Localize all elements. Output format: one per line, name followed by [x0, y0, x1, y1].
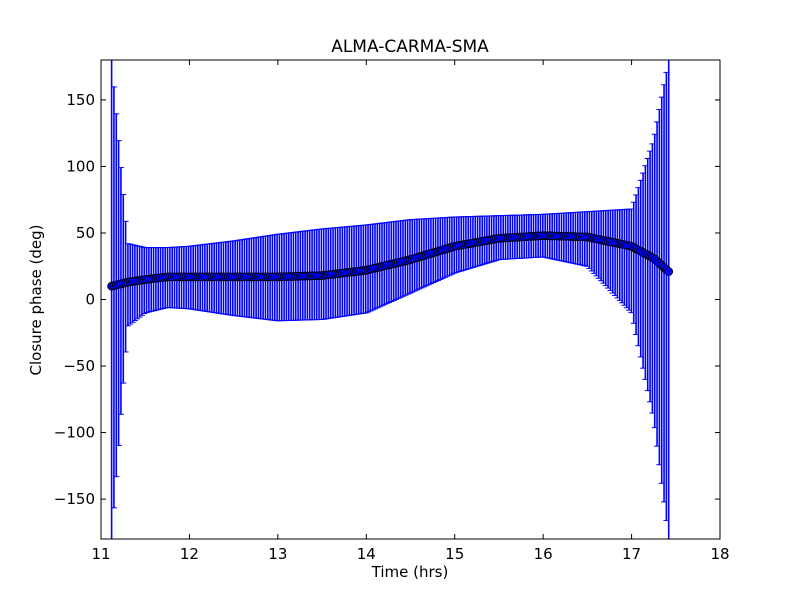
axis-ticks-layer: 11 12 13 14 15 16 17 18 −150 −100 −50 0 50 100 150	[54, 60, 730, 563]
y-tick-label: 150	[66, 91, 95, 109]
x-tick-label: 15	[445, 545, 464, 563]
x-tick-label: 11	[91, 545, 110, 563]
y-tick-label: −150	[54, 490, 95, 508]
chart-title: ALMA-CARMA-SMA	[331, 37, 489, 57]
x-tick-label: 18	[710, 545, 729, 563]
data-points-layer	[107, 231, 674, 291]
x-axis-label: Time (hrs)	[371, 563, 449, 581]
x-tick-label: 16	[534, 545, 553, 563]
data-point	[664, 267, 674, 276]
x-tick-label: 12	[180, 545, 199, 563]
x-tick-label: 17	[622, 545, 641, 563]
error-bars-layer	[108, 59, 672, 540]
x-tick-label: 13	[268, 545, 287, 563]
y-tick-label: 50	[76, 224, 95, 242]
y-tick-label: −100	[54, 424, 95, 442]
x-tick-label: 14	[357, 545, 376, 563]
y-tick-label: −50	[63, 357, 95, 375]
y-axis-label: Closure phase (deg)	[27, 225, 45, 376]
y-tick-label: 0	[85, 291, 95, 309]
y-tick-label: 100	[66, 157, 95, 175]
